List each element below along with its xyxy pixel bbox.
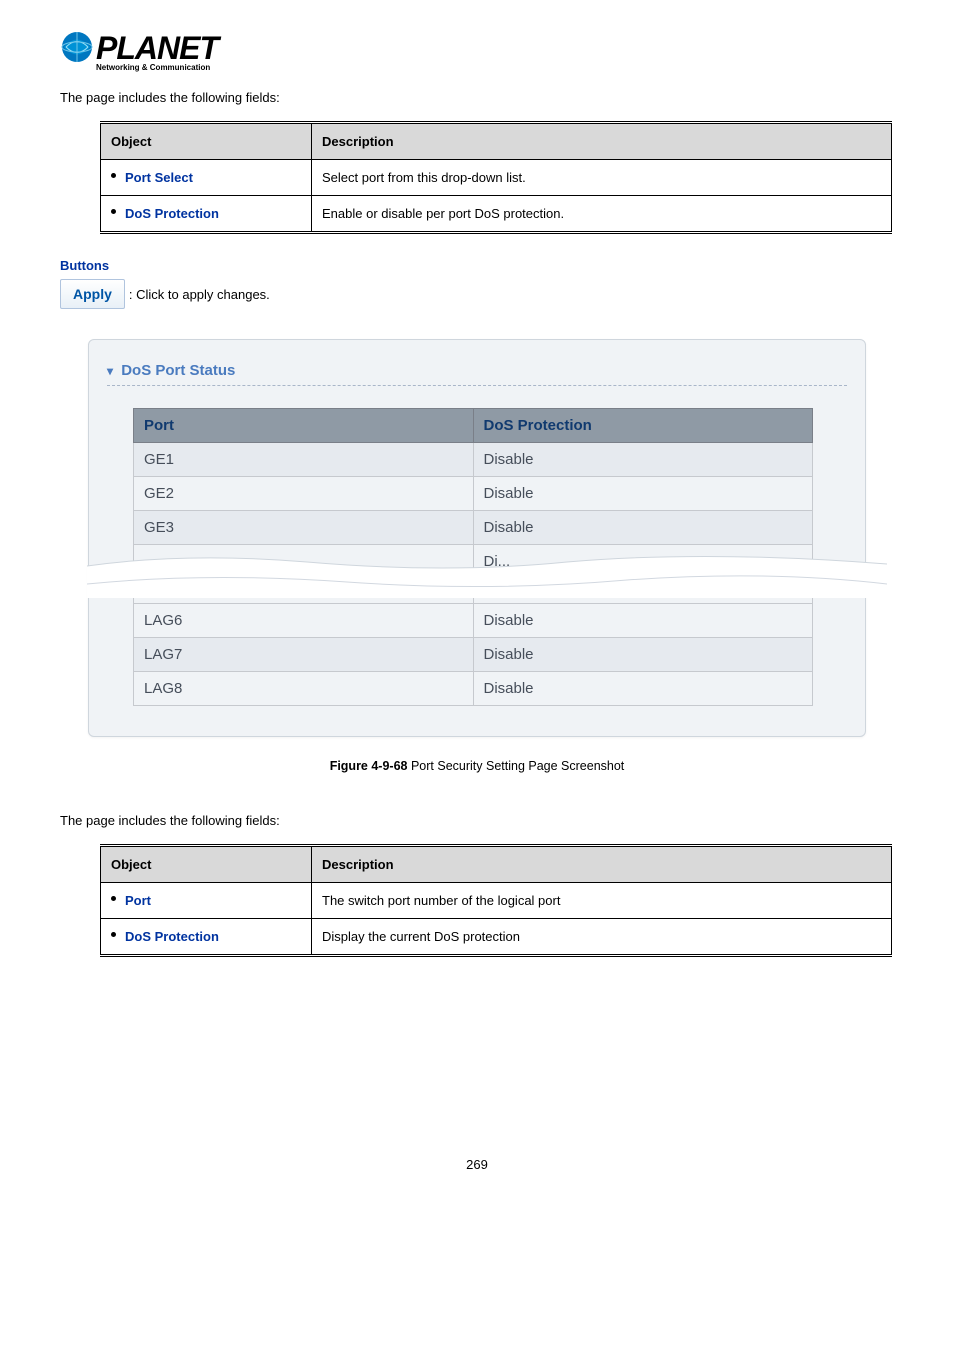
th-object: Object: [101, 846, 312, 883]
table-header-row: Object Description: [101, 123, 892, 160]
obj-label: Port Select: [125, 170, 193, 185]
obj-cell: DoS Protection: [101, 919, 312, 956]
page-number: 269: [60, 1157, 894, 1172]
bullet-icon: [111, 932, 116, 937]
table-row: Port Select Select port from this drop-d…: [101, 160, 892, 196]
globe-icon: [60, 30, 94, 72]
bullet-icon: [111, 209, 116, 214]
obj-cell: DoS Protection: [101, 196, 312, 233]
th-object: Object: [101, 123, 312, 160]
table-row: DoS Protection Display the current DoS p…: [101, 919, 892, 956]
port-cell: LAG8: [134, 672, 474, 706]
status-row: LAG7 Disable: [134, 638, 813, 672]
th-dos-protection: DoS Protection: [473, 409, 813, 443]
status-table-header: Port DoS Protection: [134, 409, 813, 443]
fields-table-1: Object Description Port Select Select po…: [100, 121, 892, 234]
desc-cell: Enable or disable per port DoS protectio…: [312, 196, 892, 233]
table-row: DoS Protection Enable or disable per por…: [101, 196, 892, 233]
desc-cell: Display the current DoS protection: [312, 919, 892, 956]
intro-text-2: The page includes the following fields:: [60, 813, 894, 828]
buttons-heading: Buttons: [60, 258, 894, 273]
th-port: Port: [134, 409, 474, 443]
status-table: Port DoS Protection GE1 Disable GE2 Disa…: [133, 408, 813, 578]
protection-cell: Disable: [473, 604, 813, 638]
apply-button[interactable]: Apply: [60, 279, 125, 309]
obj-cell: Port: [101, 883, 312, 919]
torn-paper-icon: [87, 554, 887, 598]
desc-cell: Select port from this drop-down list.: [312, 160, 892, 196]
port-cell: GE1: [134, 443, 474, 477]
status-row: GE3 Disable: [134, 511, 813, 545]
logo-brand-text: PLANET: [96, 30, 218, 66]
figure-caption: Figure 4-9-68 Port Security Setting Page…: [60, 759, 894, 773]
apply-row: Apply : Click to apply changes.: [60, 279, 894, 309]
intro-text-1: The page includes the following fields:: [60, 90, 894, 105]
status-row: GE2 Disable: [134, 477, 813, 511]
logo-brand: PLANET: [96, 30, 894, 67]
obj-label: Port: [125, 893, 151, 908]
figure-number: Figure 4-9-68: [330, 759, 408, 773]
figure-title: Port Security Setting Page Screenshot: [408, 759, 625, 773]
th-description: Description: [312, 846, 892, 883]
status-row: GE1 Disable: [134, 443, 813, 477]
table-row: Port The switch port number of the logic…: [101, 883, 892, 919]
status-row: LAG6 Disable: [134, 604, 813, 638]
status-table-bottom: LAG5 LAG6 Disable LAG7 Disable LAG8 Disa…: [133, 580, 813, 706]
bullet-icon: [111, 173, 116, 178]
obj-label: DoS Protection: [125, 929, 219, 944]
panel-header: ▾ DoS Port Status: [107, 362, 847, 386]
caret-down-icon: ▾: [107, 364, 113, 378]
protection-cell: Disable: [473, 443, 813, 477]
dos-port-status-panel: ▾ DoS Port Status Port DoS Protection GE…: [88, 339, 866, 737]
apply-description: : Click to apply changes.: [129, 287, 270, 302]
panel-title: DoS Port Status: [121, 362, 235, 379]
status-row: LAG8 Disable: [134, 672, 813, 706]
port-cell: GE3: [134, 511, 474, 545]
protection-cell: Disable: [473, 638, 813, 672]
protection-cell: Disable: [473, 477, 813, 511]
port-cell: GE2: [134, 477, 474, 511]
protection-cell: Disable: [473, 672, 813, 706]
logo-area: PLANET Networking & Communication: [60, 30, 894, 72]
obj-label: DoS Protection: [125, 206, 219, 221]
port-cell: LAG7: [134, 638, 474, 672]
protection-cell: Disable: [473, 511, 813, 545]
obj-cell: Port Select: [101, 160, 312, 196]
table-header-row: Object Description: [101, 846, 892, 883]
bullet-icon: [111, 896, 116, 901]
th-description: Description: [312, 123, 892, 160]
fields-table-2: Object Description Port The switch port …: [100, 844, 892, 957]
desc-cell: The switch port number of the logical po…: [312, 883, 892, 919]
page: PLANET Networking & Communication The pa…: [0, 0, 954, 1202]
port-cell: LAG6: [134, 604, 474, 638]
